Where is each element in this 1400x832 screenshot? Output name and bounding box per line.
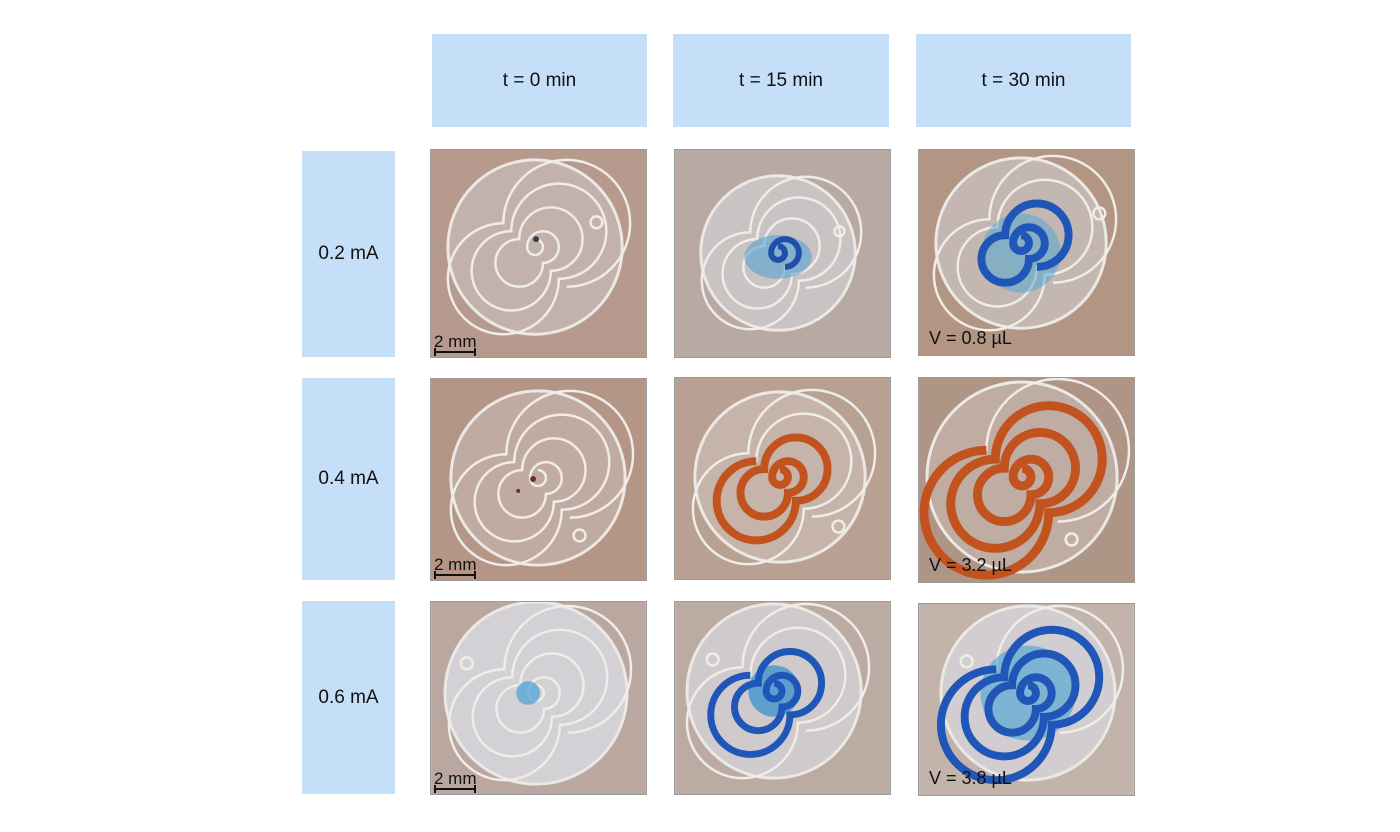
row-header-0-2ma: 0.2 mA — [302, 151, 395, 357]
scale-bar: 2 mm — [434, 769, 477, 793]
photo-0-6ma-t30: V = 3.8 µL — [918, 603, 1135, 796]
photo-0-4ma-t0: 2 mm — [430, 378, 647, 581]
spiral-device-image — [431, 150, 646, 357]
photo-0-4ma-t30: V = 3.2 µL — [918, 377, 1135, 583]
photo-0-6ma-t0: 2 mm — [430, 601, 647, 795]
scale-bar-label: 2 mm — [434, 555, 477, 574]
column-header-label: t = 0 min — [502, 69, 577, 91]
volume-label: V = 3.8 µL — [929, 768, 1012, 788]
column-header-label: t = 30 min — [981, 69, 1066, 91]
photo-0-2ma-t30: V = 0.8 µL — [918, 149, 1135, 356]
column-header-t0: t = 0 min — [432, 34, 647, 127]
photo-0-2ma-t0: 2 mm — [430, 149, 647, 358]
row-header-label: 0.4 mA — [318, 468, 379, 489]
spiral-device-image — [675, 378, 890, 579]
row-header-0-6ma: 0.6 mA — [302, 601, 395, 794]
volume-label: V = 3.2 µL — [929, 555, 1012, 575]
scale-bar: 2 mm — [434, 332, 477, 356]
spiral-device-image — [431, 602, 646, 794]
photo-0-4ma-t15 — [674, 377, 891, 580]
row-header-0-4ma: 0.4 mA — [302, 378, 395, 580]
volume-label: V = 0.8 µL — [929, 328, 1012, 348]
scale-bar-label: 2 mm — [434, 332, 477, 351]
spiral-device-image — [675, 602, 890, 794]
column-header-t15: t = 15 min — [673, 34, 889, 127]
spiral-device-image — [919, 150, 1134, 355]
spiral-device-image — [919, 378, 1134, 582]
row-header-label: 0.6 mA — [318, 686, 379, 708]
scale-bar-label: 2 mm — [434, 769, 477, 788]
scale-bar: 2 mm — [434, 555, 477, 579]
spiral-device-image — [675, 150, 890, 357]
scale-bar-line — [434, 571, 476, 579]
spiral-device-image — [919, 604, 1134, 795]
column-header-t30: t = 30 min — [916, 34, 1131, 127]
spiral-device-image — [431, 379, 646, 580]
row-header-label: 0.2 mA — [318, 243, 379, 264]
photo-0-2ma-t15 — [674, 149, 891, 358]
scale-bar-line — [434, 785, 476, 793]
scale-bar-line — [434, 348, 476, 356]
column-header-label: t = 15 min — [739, 69, 823, 91]
photo-0-6ma-t15 — [674, 601, 891, 795]
